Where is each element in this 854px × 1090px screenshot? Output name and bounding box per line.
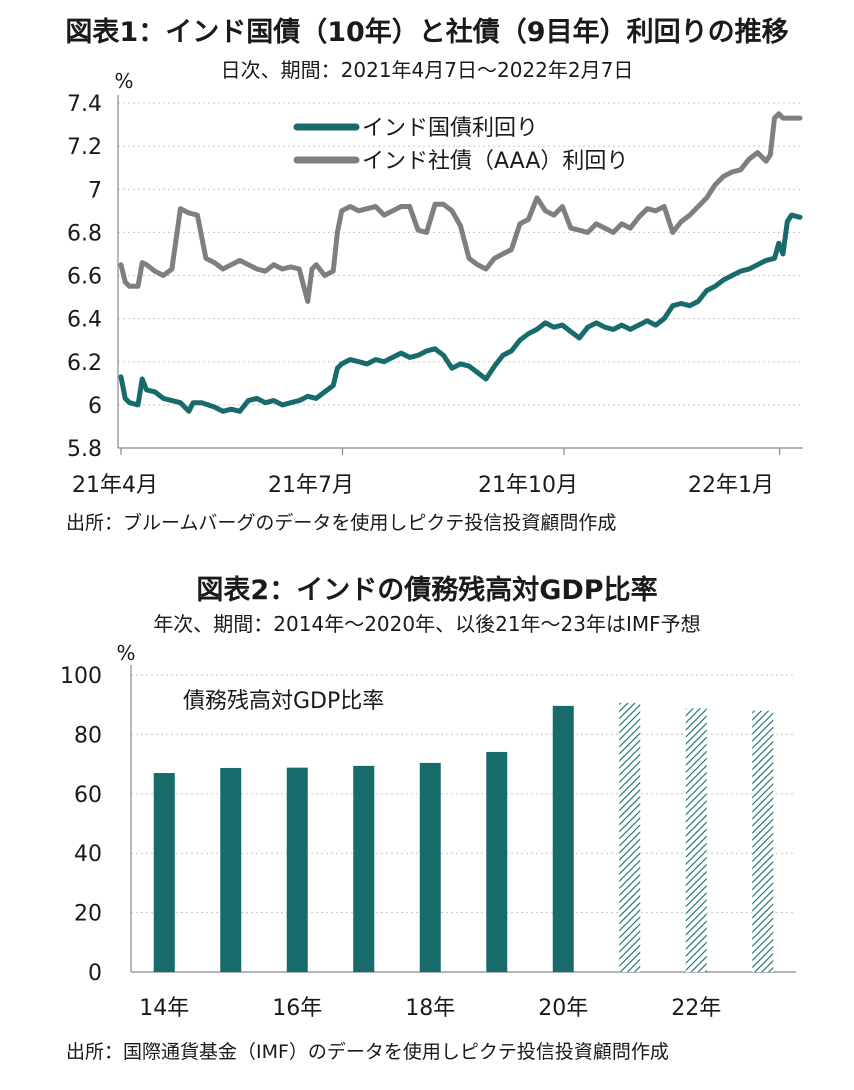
y-tick-label: 40 xyxy=(74,842,102,867)
y-tick-label: 100 xyxy=(60,664,102,689)
y-tick-label: 6 xyxy=(88,394,102,419)
x-tick-label: 16年 xyxy=(272,996,322,1021)
bar xyxy=(286,767,308,972)
y-tick-label: 60 xyxy=(74,783,102,808)
bar xyxy=(353,765,375,972)
series-line-corporate xyxy=(118,111,803,304)
chart2-source: 出所：国際通貨基金（IMF）のデータを使用しピクテ投信投資顧問作成 xyxy=(66,1041,669,1063)
chart1-source: 出所：ブルームバーグのデータを使用しピクテ投信投資顧問作成 xyxy=(66,512,617,534)
y-tick-label: 7.2 xyxy=(67,135,102,160)
bar xyxy=(486,751,508,972)
x-tick-label: 21年7月 xyxy=(268,473,354,498)
chart2-plot: 100 80 60 40 20 0% 14年 16年 18年 20年 22年 債務残高対GDP比率 xyxy=(60,641,796,1021)
y-unit-label: % xyxy=(116,641,135,665)
bar xyxy=(419,762,441,972)
y-tick-label: 6.2 xyxy=(67,351,102,376)
legend-label: 債務残高対GDP比率 xyxy=(183,689,384,714)
y-tick-label: 5.8 xyxy=(67,437,102,462)
y-tick-label: 80 xyxy=(74,723,102,748)
legend-label: インド社債（AAA）利回り xyxy=(362,149,628,174)
chart1-title: 図表1：インド国債（10年）と社債（9目年）利回りの推移 xyxy=(65,17,789,48)
series-line-government xyxy=(118,212,803,414)
bar xyxy=(552,705,574,972)
chart1-subtitle: 日次、期間：2021年4月7日～2022年2月7日 xyxy=(220,58,634,82)
x-tick-label: 20年 xyxy=(538,996,588,1021)
bar-forecast xyxy=(685,708,707,972)
bar-forecast xyxy=(619,702,641,972)
x-tick-label: 22年1月 xyxy=(688,473,774,498)
y-tick-label: 7 xyxy=(88,178,102,203)
x-tick-label: 18年 xyxy=(405,996,455,1021)
chart1-plot: 7.4 7.2 7 6.8 6.6 6.4 6.2 6 5.8% 21年4月 21年7月 21年10月… xyxy=(67,69,803,498)
bar xyxy=(220,767,242,972)
bar-forecast xyxy=(752,710,774,972)
y-unit-label: % xyxy=(114,69,133,93)
y-tick-label: 6.6 xyxy=(67,265,102,290)
x-tick-label: 22年 xyxy=(671,996,721,1021)
y-tick-label: 0 xyxy=(88,961,102,986)
x-tick-label: 21年4月 xyxy=(72,473,158,498)
chart2-subtitle: 年次、期間：2014年～2020年、以後21年～23年はIMF予想 xyxy=(153,612,701,636)
y-tick-label: 6.8 xyxy=(67,221,102,246)
x-tick-label: 21年10月 xyxy=(478,473,578,498)
y-tick-label: 6.4 xyxy=(67,308,102,333)
bar xyxy=(153,773,175,972)
y-tick-label: 7.4 xyxy=(67,92,102,117)
chart2-title: 図表2：インドの債務残高対GDP比率 xyxy=(196,575,658,606)
y-tick-label: 20 xyxy=(74,902,102,927)
legend-label: インド国債利回り xyxy=(362,116,538,141)
x-tick-label: 14年 xyxy=(139,996,189,1021)
